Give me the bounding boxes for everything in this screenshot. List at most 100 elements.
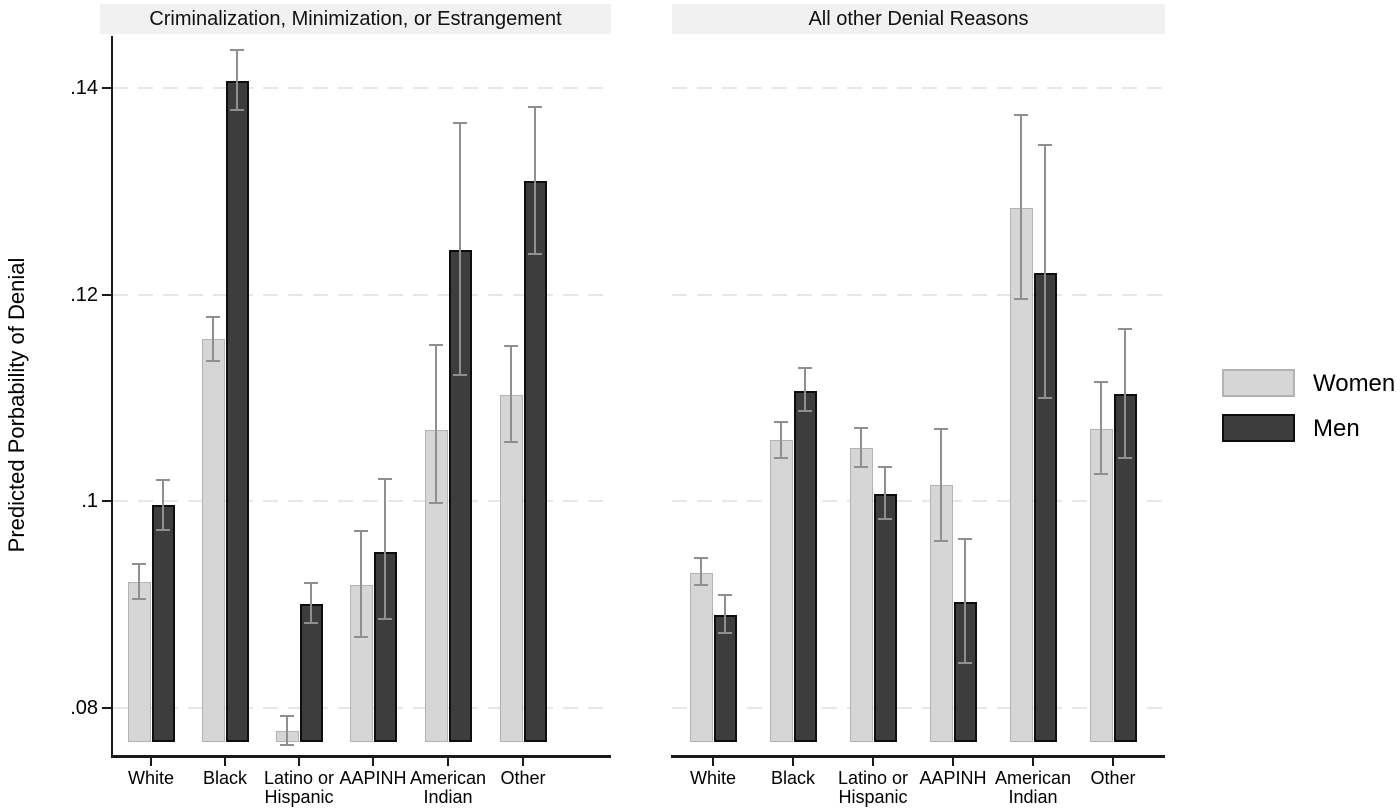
- x-category-label: AAPINH: [919, 767, 987, 788]
- error-bar-line: [236, 49, 238, 110]
- error-bar-line: [212, 317, 214, 361]
- error-bar-cap-top: [230, 48, 244, 51]
- y-tick-label: .08: [70, 696, 98, 719]
- x-category-label: White: [689, 767, 736, 788]
- error-bar-line: [162, 479, 164, 531]
- bar-women: [769, 440, 793, 742]
- error-bar-cap-top: [1118, 327, 1132, 330]
- error-bar-cap-top: [354, 530, 368, 533]
- error-bar-line: [940, 428, 942, 541]
- error-bar-cap-top: [958, 537, 972, 540]
- bar-men: [793, 390, 817, 742]
- error-bar-cap-top: [1014, 113, 1028, 116]
- error-bar-cap-bottom: [774, 456, 788, 459]
- error-bar-cap-bottom: [694, 584, 708, 587]
- error-bar-cap-top: [774, 420, 788, 423]
- bar-women: [689, 572, 713, 742]
- error-bar-line: [459, 123, 461, 376]
- error-bar-cap-bottom: [429, 502, 443, 505]
- panel-title-strip: [672, 4, 1165, 34]
- error-bar-cap-bottom: [798, 410, 812, 413]
- legend-swatch-women: [1222, 369, 1295, 397]
- error-bar-cap-bottom: [528, 253, 542, 256]
- y-axis-line: [111, 36, 113, 758]
- error-bar-cap-bottom: [304, 622, 318, 625]
- error-bar-cap-top: [878, 466, 892, 469]
- x-category-label: Black: [770, 767, 815, 788]
- bar-men: [873, 494, 897, 742]
- bar-men: [225, 80, 249, 742]
- x-tick: [952, 757, 954, 766]
- error-bar-cap-top: [798, 367, 812, 370]
- error-bar-cap-bottom: [958, 661, 972, 664]
- error-bar-cap-top: [304, 581, 318, 584]
- gridline: [672, 87, 1165, 89]
- x-category-label: Black: [202, 767, 247, 788]
- bar-men: [523, 180, 547, 742]
- error-bar-cap-bottom: [854, 466, 868, 469]
- y-tick: [102, 500, 111, 503]
- error-bar-cap-top: [206, 316, 220, 319]
- error-bar-cap-bottom: [132, 598, 146, 601]
- legend-swatch-men: [1222, 414, 1295, 442]
- gridline: [113, 293, 611, 296]
- x-category-label: Other: [1090, 767, 1136, 788]
- error-bar-cap-bottom: [1038, 396, 1052, 399]
- bar-women: [127, 581, 151, 742]
- x-tick: [150, 757, 152, 766]
- error-bar-cap-bottom: [156, 529, 170, 532]
- error-bar-cap-top: [934, 427, 948, 430]
- x-axis-line: [671, 754, 1165, 758]
- panel-title: All other Denial Reasons: [808, 8, 1029, 30]
- gridline: [672, 706, 1165, 709]
- bar-women: [1089, 428, 1113, 742]
- x-tick: [447, 757, 449, 766]
- error-bar-line: [286, 716, 288, 746]
- error-bar-cap-top: [156, 478, 170, 481]
- legend-label-men: Men: [1313, 415, 1360, 442]
- gridline: [113, 87, 611, 89]
- x-tick: [522, 757, 524, 766]
- error-bar-line: [138, 564, 140, 600]
- error-bar-cap-bottom: [504, 441, 518, 444]
- error-bar-line: [510, 346, 512, 443]
- error-bar-cap-top: [429, 344, 443, 347]
- x-category-label: Latino or Hispanic: [837, 767, 909, 807]
- error-bar-cap-top: [378, 477, 392, 480]
- gridline: [672, 500, 1165, 503]
- error-bar-cap-top: [453, 122, 467, 125]
- error-bar-line: [700, 558, 702, 586]
- panel-title: Criminalization, Minimization, or Estran…: [149, 8, 562, 30]
- error-bar-cap-bottom: [1014, 297, 1028, 300]
- legend: Women Men: [1222, 368, 1400, 448]
- error-bar-cap-bottom: [453, 374, 467, 377]
- x-tick: [712, 757, 714, 766]
- error-bar-line: [534, 106, 536, 255]
- x-tick: [298, 757, 300, 766]
- error-bar-cap-top: [694, 557, 708, 560]
- x-tick: [224, 757, 226, 766]
- error-bar-cap-bottom: [206, 359, 220, 362]
- error-bar-cap-bottom: [378, 618, 392, 621]
- error-bar-cap-top: [854, 426, 868, 429]
- error-bar-cap-bottom: [1118, 456, 1132, 459]
- error-bar-cap-top: [528, 105, 542, 108]
- error-bar-cap-bottom: [718, 631, 732, 634]
- error-bar-cap-bottom: [934, 539, 948, 542]
- error-bar-cap-bottom: [354, 635, 368, 638]
- gridline: [672, 293, 1165, 296]
- gridline: [113, 500, 611, 503]
- error-bar-line: [1020, 114, 1022, 299]
- error-bar-line: [360, 531, 362, 637]
- x-tick: [372, 757, 374, 766]
- y-tick-label: .1: [81, 490, 98, 513]
- error-bar-cap-top: [1038, 143, 1052, 146]
- error-bar-line: [884, 467, 886, 519]
- error-bar-line: [1100, 382, 1102, 475]
- x-axis-line: [112, 754, 611, 758]
- legend-label-women: Women: [1313, 370, 1396, 397]
- error-bar-line: [804, 368, 806, 412]
- error-bar-line: [1124, 328, 1126, 458]
- x-category-label: AAPINH: [339, 767, 407, 788]
